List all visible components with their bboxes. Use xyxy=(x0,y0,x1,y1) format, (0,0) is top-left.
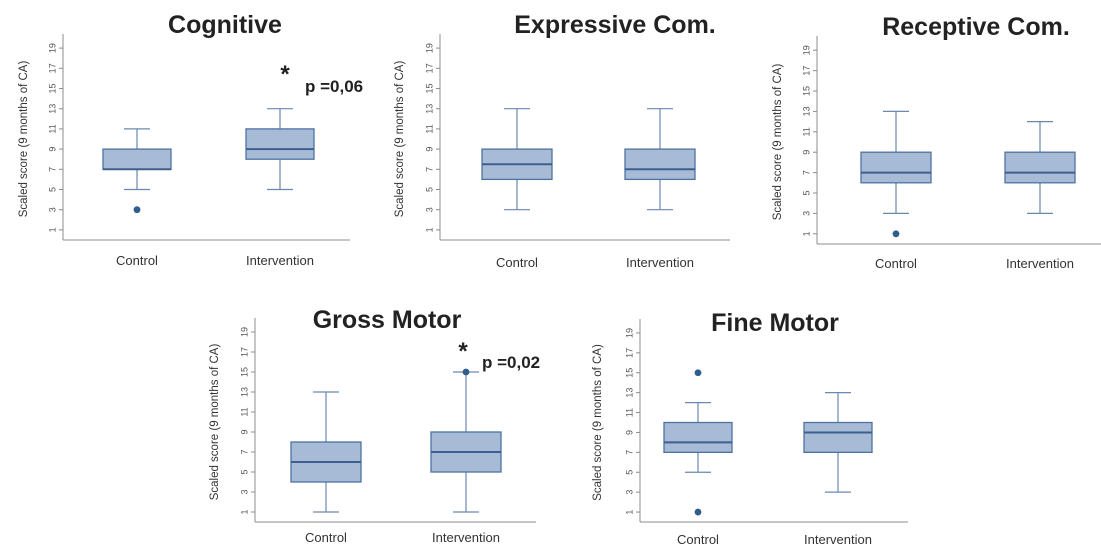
box-intervention xyxy=(1004,151,1076,184)
y-tick-label: 1 xyxy=(47,227,57,232)
y-tick-label: 19 xyxy=(47,43,57,53)
box-intervention xyxy=(245,128,315,160)
y-axis-label: Scaled score (9 months of CA) xyxy=(18,61,30,218)
outlier-point xyxy=(694,508,702,516)
box-intervention xyxy=(803,421,873,454)
y-tick-label: 7 xyxy=(624,450,634,455)
y-tick-label: 9 xyxy=(424,147,434,152)
y-tick-label: 13 xyxy=(424,104,434,114)
chart-title: Expressive Com. xyxy=(514,11,716,39)
y-tick-label: 11 xyxy=(801,127,811,136)
category-label: Intervention xyxy=(246,253,314,268)
y-tick-label: 17 xyxy=(239,347,249,357)
y-tick-label: 5 xyxy=(47,187,57,192)
y-tick-label: 3 xyxy=(424,207,434,212)
y-tick-label: 3 xyxy=(801,211,811,216)
chart-title: Receptive Com. xyxy=(882,13,1070,41)
y-tick-label: 7 xyxy=(801,170,811,175)
y-tick-label: 7 xyxy=(239,449,249,454)
y-axis-label: Scaled score (9 months of CA) xyxy=(209,344,221,501)
y-tick-label: 11 xyxy=(624,408,634,417)
y-tick-label: 15 xyxy=(801,86,811,96)
y-axis-label: Scaled score (9 months of CA) xyxy=(394,61,406,218)
y-tick-label: 3 xyxy=(624,490,634,495)
category-label: Control xyxy=(305,530,347,545)
significance-star: * xyxy=(458,338,468,365)
outlier-point xyxy=(892,230,900,238)
y-tick-label: 13 xyxy=(239,387,249,397)
category-label: Intervention xyxy=(1006,256,1074,271)
y-tick-label: 15 xyxy=(239,367,249,377)
outlier-point xyxy=(694,369,702,377)
y-tick-label: 13 xyxy=(47,104,57,114)
category-label: Control xyxy=(677,532,719,547)
y-tick-label: 1 xyxy=(624,510,634,515)
y-tick-label: 5 xyxy=(624,470,634,475)
significance-star: * xyxy=(280,61,290,88)
box-control xyxy=(663,421,733,454)
y-tick-label: 5 xyxy=(801,190,811,195)
y-tick-label: 17 xyxy=(424,63,434,73)
y-tick-label: 19 xyxy=(624,328,634,338)
y-tick-label: 9 xyxy=(239,429,249,434)
p-value-label: p =0,02 xyxy=(482,353,540,372)
y-tick-label: 1 xyxy=(239,509,249,514)
y-tick-label: 3 xyxy=(239,489,249,494)
y-tick-label: 17 xyxy=(801,66,811,76)
y-axis-label: Scaled score (9 months of CA) xyxy=(592,344,604,501)
chart-title: Fine Motor xyxy=(711,309,839,337)
y-tick-label: 9 xyxy=(624,430,634,435)
y-tick-label: 7 xyxy=(47,167,57,172)
box-control xyxy=(860,151,932,184)
box-intervention xyxy=(624,148,696,181)
category-label: Intervention xyxy=(626,255,694,270)
y-tick-label: 17 xyxy=(47,63,57,73)
chart-title: Cognitive xyxy=(168,11,282,39)
y-tick-label: 5 xyxy=(239,469,249,474)
category-label: Control xyxy=(496,255,538,270)
y-tick-label: 11 xyxy=(424,124,434,133)
y-tick-label: 15 xyxy=(424,83,434,93)
y-tick-label: 9 xyxy=(801,150,811,155)
y-tick-label: 17 xyxy=(624,348,634,358)
p-value-label: p =0,06 xyxy=(305,77,363,96)
category-label: Intervention xyxy=(804,532,872,547)
y-tick-label: 19 xyxy=(239,327,249,337)
y-tick-label: 1 xyxy=(801,231,811,236)
outlier-point xyxy=(133,206,141,214)
y-tick-label: 9 xyxy=(47,147,57,152)
y-tick-label: 13 xyxy=(624,388,634,398)
y-tick-label: 15 xyxy=(624,368,634,378)
y-tick-label: 13 xyxy=(801,106,811,116)
y-tick-label: 3 xyxy=(47,207,57,212)
box-control xyxy=(102,148,172,170)
y-tick-label: 15 xyxy=(47,83,57,93)
y-tick-label: 1 xyxy=(424,227,434,232)
category-label: Control xyxy=(116,253,158,268)
y-tick-label: 19 xyxy=(424,43,434,53)
y-tick-label: 19 xyxy=(801,45,811,55)
y-tick-label: 5 xyxy=(424,187,434,192)
category-label: Control xyxy=(875,256,917,271)
y-tick-label: 11 xyxy=(47,124,57,133)
y-axis-label: Scaled score (9 months of CA) xyxy=(772,64,784,221)
y-tick-label: 11 xyxy=(239,407,249,416)
outlier-point xyxy=(462,368,470,376)
category-label: Intervention xyxy=(432,530,500,545)
chart-title: Gross Motor xyxy=(313,306,462,334)
y-tick-label: 7 xyxy=(424,167,434,172)
